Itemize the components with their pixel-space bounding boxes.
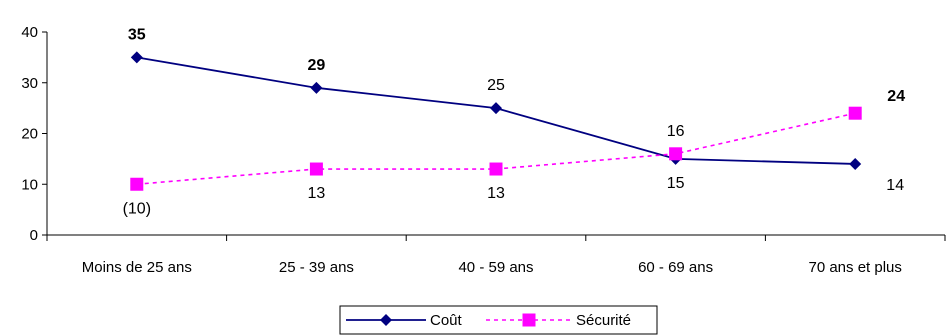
series-securite (130, 106, 862, 191)
square-marker (522, 313, 536, 327)
diamond-marker (380, 314, 392, 326)
data-label: 29 (308, 57, 326, 74)
x-tick-label: 25 - 39 ans (279, 259, 354, 276)
y-tick-label: 10 (21, 176, 38, 193)
data-label: 24 (887, 88, 905, 105)
y-tick-label: 20 (21, 126, 38, 143)
data-label: 15 (667, 175, 685, 192)
diamond-marker (310, 81, 323, 94)
data-label: 13 (308, 185, 326, 202)
square-marker (130, 177, 144, 191)
data-label: 14 (886, 177, 904, 194)
series-layer (130, 51, 862, 191)
square-marker (309, 162, 323, 176)
y-tick-label: 0 (30, 227, 38, 244)
series-line (136, 112, 856, 186)
legend: Coût Sécurité (339, 305, 658, 335)
data-label: 35 (128, 26, 146, 43)
axes: 0 10 20 30 40 Moins de 25 ans 25 - 39 ans 40 - … (21, 24, 946, 276)
y-tick-label: 30 (21, 75, 38, 92)
data-label: 16 (667, 123, 685, 140)
x-tick-label: Moins de 25 ans (82, 259, 192, 276)
data-label: 13 (487, 185, 505, 202)
data-label: (10) (123, 200, 151, 217)
legend-label-cout: Coût (430, 312, 463, 329)
diamond-marker (849, 157, 862, 170)
diamond-marker (130, 51, 143, 64)
x-tick-label: 60 - 69 ans (638, 259, 713, 276)
square-marker (669, 147, 683, 161)
series-cout (130, 51, 862, 170)
data-labels-layer: 35 29 25 15 14 (10) 13 13 16 24 (123, 26, 906, 217)
y-tick-label: 40 (21, 24, 38, 41)
x-tick-label: 70 ans et plus (808, 259, 901, 276)
square-marker (489, 162, 503, 176)
x-tick-label: 40 - 59 ans (458, 259, 533, 276)
data-label: 25 (487, 77, 505, 94)
square-marker (848, 106, 862, 120)
diamond-marker (490, 102, 502, 115)
legend-label-securite: Sécurité (576, 312, 631, 329)
